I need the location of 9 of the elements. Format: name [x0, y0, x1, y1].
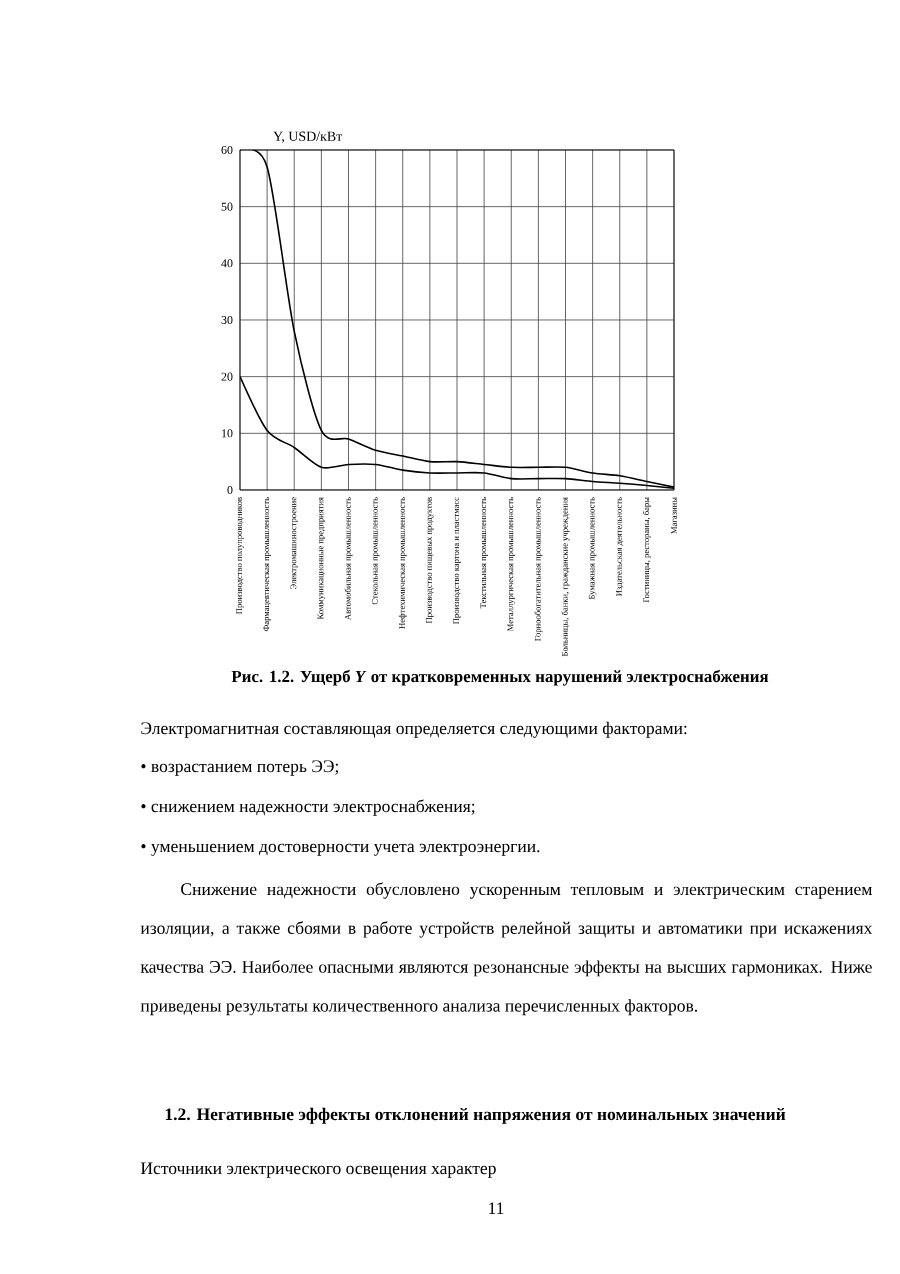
text: Снижение надежности обусловлено ускоренным тепловым и электрическим старением изоляции, а также сбоями в работе устройств релейной защиты и автоматики при искажениях качества ЭЭ. Наиболее опасными являются резонансные эффекты на высших гармониках. Ниже приведены результаты количественного анализа перечисленных факторов.: [140, 882, 873, 1016]
text: Источники электрического освещения характер: [140, 1162, 496, 1178]
text: • уменьшением достоверности учета электроэнергии.: [141, 843, 540, 856]
text: • снижением надежности электроснабжения;: [141, 799, 475, 816]
text: Электромагнитная составляющая определяется следующими факторами:: [141, 721, 687, 738]
text: • возрастанием потерь ЭЭ;: [141, 760, 338, 776]
text: Рис. 1.2. Ущерб Y от кратковременных нарушений электроснабжения: [231, 669, 769, 686]
text: 1.2. Негативные эффекты отклонений напряжения от номинальных значений: [165, 1107, 786, 1124]
text: 11: [489, 1202, 504, 1214]
